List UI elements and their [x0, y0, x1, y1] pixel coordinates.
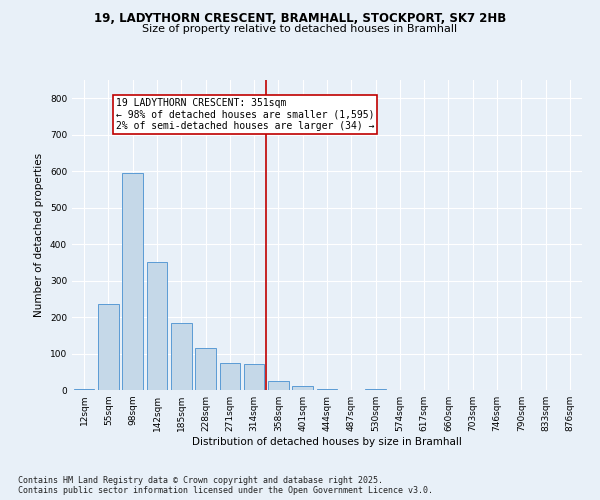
Bar	[268, 381, 289, 390]
Bar	[317, 388, 337, 390]
Bar	[292, 386, 313, 390]
Bar	[365, 389, 386, 390]
Bar	[98, 304, 119, 390]
Bar	[220, 362, 240, 390]
Text: 19 LADYTHORN CRESCENT: 351sqm
← 98% of detached houses are smaller (1,595)
2% of: 19 LADYTHORN CRESCENT: 351sqm ← 98% of d…	[116, 98, 374, 132]
Bar	[122, 173, 143, 390]
Text: Contains HM Land Registry data © Crown copyright and database right 2025.
Contai: Contains HM Land Registry data © Crown c…	[18, 476, 433, 495]
Bar	[74, 389, 94, 390]
Y-axis label: Number of detached properties: Number of detached properties	[34, 153, 44, 317]
Bar	[146, 262, 167, 390]
Text: 19, LADYTHORN CRESCENT, BRAMHALL, STOCKPORT, SK7 2HB: 19, LADYTHORN CRESCENT, BRAMHALL, STOCKP…	[94, 12, 506, 26]
Text: Size of property relative to detached houses in Bramhall: Size of property relative to detached ho…	[142, 24, 458, 34]
Bar	[195, 348, 216, 390]
Bar	[244, 364, 265, 390]
X-axis label: Distribution of detached houses by size in Bramhall: Distribution of detached houses by size …	[192, 437, 462, 447]
Bar	[171, 322, 191, 390]
